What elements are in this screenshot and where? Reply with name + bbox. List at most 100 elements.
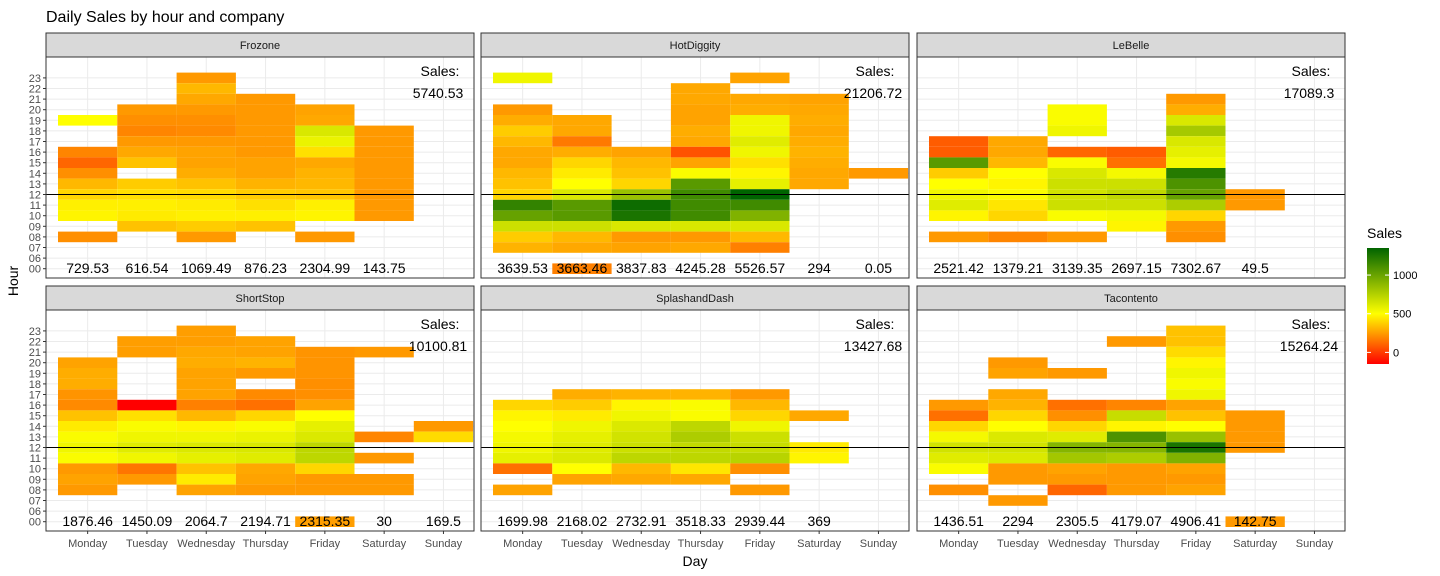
panel-border [480, 309, 910, 532]
heat-tile [988, 210, 1048, 221]
heat-tile [235, 431, 296, 443]
heat-tile [1166, 378, 1226, 390]
heat-tile [552, 115, 612, 126]
heat-tile [1166, 336, 1226, 347]
heat-tile [235, 452, 296, 464]
heat-tile [235, 389, 296, 400]
y-tick-label: 17 [29, 390, 41, 402]
sales-label: Sales: [1292, 316, 1331, 332]
x-tick-label: Thursday [1114, 538, 1160, 550]
heat-tile [552, 242, 612, 253]
heat-tile [730, 242, 790, 253]
heat-tile [1166, 474, 1226, 485]
heat-tile [1047, 199, 1107, 211]
heat-tile [176, 168, 236, 179]
heat-tile [1225, 431, 1285, 443]
heat-tile [789, 410, 849, 421]
panel-hotdiggity: HotDiggity 3639.53 3663.46 3837.83 4245.28 55… [480, 32, 910, 279]
heat-tile [1166, 221, 1226, 232]
facet-panels: Frozone 729.53 616.54 1069.49 876.23 2304.99 1… [45, 32, 1346, 532]
heat-tile [58, 368, 118, 379]
heat-tile [988, 399, 1048, 411]
heat-tile [413, 431, 474, 443]
x-tick-label: Monday [503, 538, 543, 550]
heat-tile [295, 484, 355, 496]
heat-tile [176, 346, 236, 358]
heat-tile [295, 115, 355, 126]
heat-tile [670, 115, 731, 126]
heat-tile [295, 399, 355, 411]
day-total-label: 876.23 [244, 260, 287, 276]
heat-tile [354, 474, 414, 485]
heat-tile [670, 125, 731, 137]
heat-tile [58, 410, 118, 421]
y-tick-label: 09 [29, 221, 41, 233]
heat-tile [730, 157, 790, 168]
day-total-label: 2939.44 [735, 513, 786, 529]
panel-strip [916, 285, 1346, 311]
heat-tile [493, 199, 553, 211]
heat-tile [117, 199, 177, 211]
heat-tile [929, 452, 989, 464]
heat-tile [670, 221, 731, 232]
heat-tile [552, 263, 612, 274]
heat-tile [1225, 199, 1285, 211]
y-tick-label: 13 [29, 432, 41, 444]
heat-tile [235, 157, 296, 168]
legend-tick-label: 0 [1393, 347, 1399, 359]
heat-tile [176, 336, 236, 347]
day-total-label: 49.5 [1242, 260, 1269, 276]
heat-tile [552, 452, 612, 464]
heat-tile [1166, 463, 1226, 474]
heat-tile [670, 452, 731, 464]
heat-tile [1047, 210, 1107, 221]
heat-tile [552, 389, 612, 400]
sales-total-value: 21206.72 [844, 85, 903, 101]
heat-tile [552, 410, 612, 421]
heat-tile [176, 210, 236, 221]
heat-tile [493, 410, 553, 421]
heat-tile [1047, 484, 1107, 496]
heat-tile [58, 357, 118, 368]
y-tick-label: 14 [29, 168, 41, 180]
heat-tile [1047, 125, 1107, 137]
heat-tile [1047, 410, 1107, 421]
heat-tile [354, 199, 414, 211]
heat-tile [354, 431, 414, 443]
heat-tile [176, 221, 236, 232]
heat-tile [58, 115, 118, 126]
heat-tile [670, 242, 731, 253]
x-axis: Monday Tuesday Wednesday Thursday Friday Satu… [939, 531, 1334, 550]
heat-tile [58, 231, 118, 243]
heat-tile [117, 210, 177, 221]
heat-tile [611, 210, 671, 221]
heat-tile [1166, 346, 1226, 358]
heat-tile [176, 72, 236, 84]
x-axis: Monday Tuesday Wednesday Thursday Friday Satu… [503, 531, 898, 550]
heat-tile [730, 72, 790, 84]
y-tick-label: 13 [29, 179, 41, 191]
heat-tile [1047, 231, 1107, 243]
heat-tile [493, 72, 553, 84]
heat-tile [176, 368, 236, 379]
heat-tile [493, 452, 553, 464]
y-axis-label: Hour [5, 265, 21, 296]
heat-tile [117, 178, 177, 190]
heat-tile [295, 474, 355, 485]
day-total-label: 2294 [1002, 513, 1033, 529]
heat-tile [1166, 484, 1226, 496]
y-tick-label: 19 [29, 115, 41, 127]
heat-tile [235, 136, 296, 147]
heat-tile [988, 231, 1048, 243]
day-total-label: 729.53 [66, 260, 109, 276]
heat-tile [1106, 178, 1167, 190]
heat-tile [789, 168, 849, 179]
heat-tile [117, 115, 177, 126]
heat-tile [493, 463, 553, 474]
heat-tile [552, 178, 612, 190]
x-tick-label: Wednesday [177, 538, 235, 550]
heat-tile [1225, 410, 1285, 421]
